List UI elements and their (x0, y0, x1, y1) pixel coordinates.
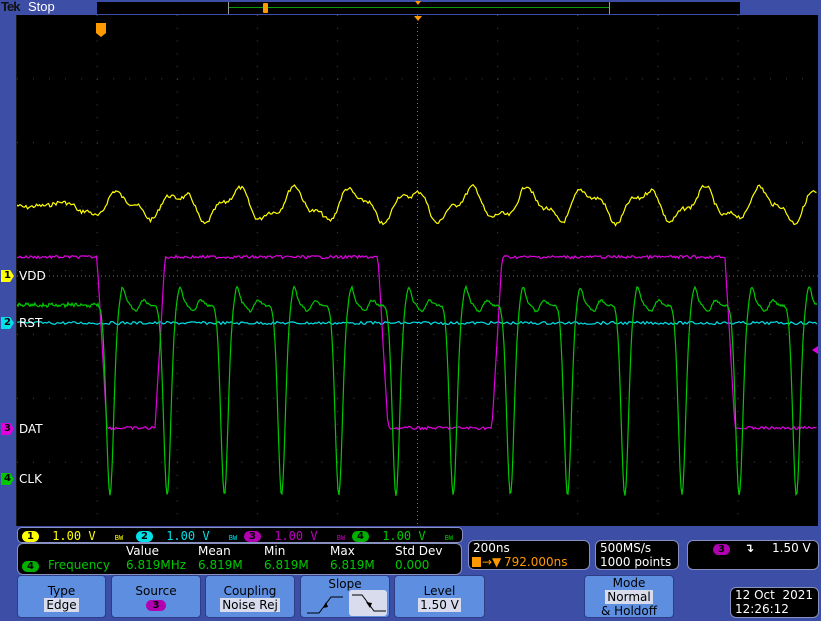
run-state: Stop (28, 0, 55, 14)
measurement-min: 6.819M (264, 558, 309, 572)
header-min: Min (264, 544, 286, 558)
measurement-max: 6.819M (330, 558, 375, 572)
horizontal-scale: 200ns (473, 541, 510, 555)
measurement-mean: 6.819M (198, 558, 243, 572)
coupling-button[interactable]: Coupling Noise Rej (205, 575, 295, 618)
record-length: 1000 points (600, 555, 672, 569)
status-bar: Tek Stop (0, 0, 821, 15)
ch4-trace (17, 284, 818, 497)
type-button[interactable]: Type Edge (17, 575, 106, 618)
record-line (229, 7, 609, 8)
ch2-label: RST (19, 316, 43, 330)
level-button[interactable]: Level 1.50 V (394, 575, 485, 618)
falling-slope-option[interactable] (349, 590, 387, 616)
ch2-readout[interactable]: 2 1.00 V BW (136, 529, 237, 543)
falling-edge-icon: ↴ (744, 541, 755, 555)
bw-limit-icon: BW (336, 534, 346, 542)
falling-slope-icon (352, 594, 386, 612)
measurement-stddev: 0.000 (395, 558, 430, 572)
slope-button[interactable]: Slope (300, 575, 390, 618)
record-expansion-marker (415, 1, 421, 5)
ch1-label: VDD (19, 269, 46, 283)
ch4-readout[interactable]: 4 1.00 V BW (352, 529, 453, 543)
ch3-readout[interactable]: 3 1.00 V BW (244, 529, 345, 543)
bw-limit-icon: BW (114, 534, 124, 542)
ch2-marker[interactable]: 2 (1, 317, 14, 329)
datetime-display: 12 Oct 2021 12:26:12 (730, 587, 819, 618)
right-margin (818, 15, 821, 621)
measurement-channel-badge: 4 (22, 561, 39, 572)
measurement-value: 6.819MHz (126, 558, 187, 572)
ch4-marker[interactable]: 4 (1, 473, 14, 485)
expansion-point-marker (414, 16, 422, 21)
time: 12:26:12 (735, 602, 789, 616)
ch4-label: CLK (19, 472, 42, 486)
sample-rate: 500MS/s (600, 541, 652, 555)
bw-limit-icon: BW (228, 534, 238, 542)
acquisition-readout[interactable]: 500MS/s 1000 points (595, 540, 679, 570)
trigger-position-icon (96, 23, 106, 37)
record-trigger-icon (263, 3, 268, 13)
measurement-panel[interactable]: Value Mean Min Max Std Dev 4 Frequency 6… (17, 543, 462, 575)
trigger-readout[interactable]: 3 ↴ 1.50 V (687, 540, 819, 570)
ch1-marker[interactable]: 1 (1, 270, 14, 282)
brand-logo: Tek (1, 0, 20, 14)
mode-button[interactable]: Mode Normal & Holdoff (584, 575, 674, 618)
header-mean: Mean (198, 544, 231, 558)
graticule (17, 15, 818, 526)
header-stddev: Std Dev (395, 544, 443, 558)
timebase-readout[interactable]: 200ns →▼ 792.000ns (468, 540, 590, 570)
waveform-display (17, 15, 818, 526)
ch3-marker[interactable]: 3 (1, 423, 14, 435)
source-button[interactable]: Source 3 (111, 575, 201, 618)
rising-slope-icon[interactable] (306, 592, 344, 616)
trigger-level: 1.50 V (772, 541, 811, 555)
ch1-trace (17, 183, 817, 227)
header-value: Value (126, 544, 159, 558)
bw-limit-icon: BW (444, 534, 454, 542)
trigger-icon (472, 557, 481, 567)
ch1-readout[interactable]: 1 1.00 V BW (22, 529, 123, 543)
header-max: Max (330, 544, 355, 558)
ch2-trace (17, 320, 818, 326)
ch3-trace (17, 254, 817, 431)
date: 12 Oct 2021 (735, 588, 813, 602)
ch3-label: DAT (19, 422, 43, 436)
record-window[interactable] (228, 2, 610, 14)
channel-readout-bar: 1 1.00 V BW 2 1.00 V BW 3 1.00 V BW 4 1.… (17, 527, 463, 543)
trigger-level-marker (812, 346, 818, 354)
record-view[interactable] (97, 2, 740, 14)
trigger-source-badge: 3 (713, 544, 730, 555)
measurement-name: Frequency (48, 558, 110, 572)
trigger-position: 792.000ns (504, 555, 568, 569)
